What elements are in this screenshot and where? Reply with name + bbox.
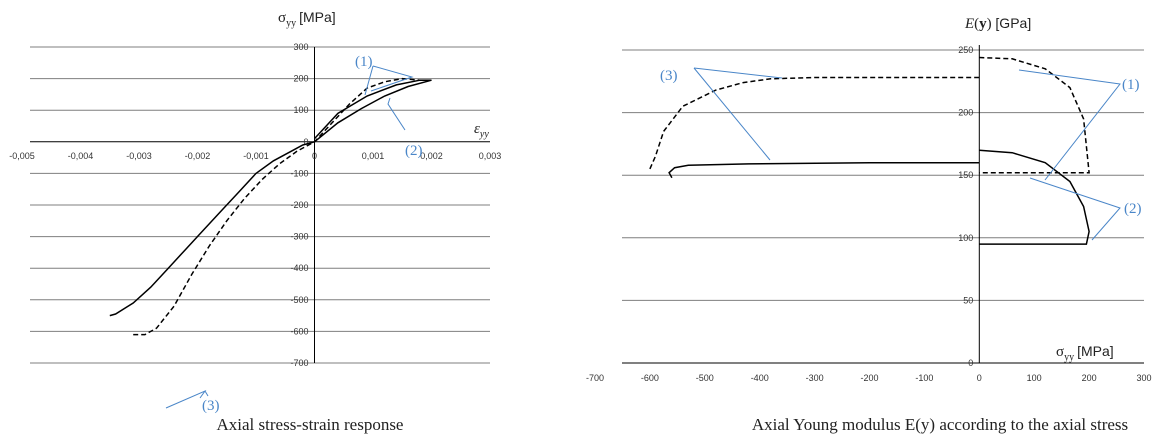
right-y-axis-title: E(y) [GPa]: [964, 15, 1031, 32]
left-annotation-1-leader-tail: [364, 65, 374, 96]
right-annotation-2: (2): [1124, 201, 1142, 217]
right-y-axis-symbol: E: [964, 16, 974, 32]
right-x-tick-label: -600: [641, 373, 659, 383]
left-gridlines: [30, 46, 490, 364]
left-series-solid: [109, 79, 432, 317]
left-y-tick-labels: 300 200 100 0 -100 -200 -300 -400 -500 -600 -700: [290, 42, 308, 368]
right-annotation-3-leader-b: [693, 67, 783, 79]
left-annotation-3-leader-b: [204, 390, 209, 397]
left-x-tick-label: -0,004: [68, 151, 94, 161]
right-x-tick-label: -200: [860, 373, 878, 383]
right-y-tick-label: 250: [958, 45, 973, 55]
left-y-tick-label: 0: [303, 137, 308, 147]
left-y-tick-label: -400: [290, 263, 308, 273]
right-x-tick-label: 100: [1027, 373, 1042, 383]
left-x-tick-label: -0,001: [243, 151, 269, 161]
left-y-tick-label: -300: [290, 232, 308, 242]
right-annotation-3-leader: [693, 67, 771, 161]
left-annotation-2-leader: [387, 97, 406, 131]
right-y-tick-label: 0: [968, 358, 973, 368]
right-x-tick-labels: -700 -600 -500 -400 -300 -200 -100 0 100 200 300: [586, 373, 1152, 383]
right-caption: Axial Young modulus E(y) according to th…: [751, 415, 1129, 434]
left-x-tick-label: -0,002: [185, 151, 211, 161]
left-x-tick-label: -0,005: [9, 151, 35, 161]
right-x-tick-label: -500: [696, 373, 714, 383]
left-x-tick-label: 0,003: [479, 151, 502, 161]
right-x-axis-unit: [MPa]: [1077, 343, 1114, 359]
right-series-dashed-branch-right: [979, 56, 1090, 174]
left-annotation-1-leader: [370, 65, 414, 92]
left-y-axis-unit: [MPa]: [299, 9, 336, 25]
right-x-tick-label: -400: [751, 373, 769, 383]
right-annotation-3: (3): [660, 68, 678, 84]
right-y-axis-unit: [GPa]: [995, 15, 1031, 31]
left-y-tick-label: 100: [293, 105, 308, 115]
left-y-axis-title: σyy [MPa]: [278, 9, 336, 29]
right-x-axis-symbol: σ: [1056, 344, 1064, 360]
right-annotation-1-leader: [1018, 69, 1121, 181]
left-y-tick-label: 300: [293, 42, 308, 52]
right-chart: 250 200 150 100 50 0 -700 -600 -500 -400 -300 -200…: [586, 15, 1152, 383]
left-series-dashed: [133, 77, 420, 336]
left-annotation-3: (3): [202, 398, 220, 414]
left-y-axis-symbol: σ: [278, 10, 286, 26]
left-x-tick-label: 0: [312, 151, 317, 161]
right-y-tick-labels: 250 200 150 100 50 0: [958, 45, 973, 368]
right-y-tick-label: 100: [958, 233, 973, 243]
right-x-axis-subscript: yy: [1064, 352, 1074, 363]
left-x-tick-label: -0,003: [126, 151, 152, 161]
left-y-tick-label: -100: [290, 168, 308, 178]
right-series-dashed-branch-left: [649, 76, 980, 170]
left-y-tick-label: -500: [290, 295, 308, 305]
left-caption: Axial stress-strain response: [216, 415, 404, 434]
right-series-solid-branch-left: [668, 161, 980, 179]
right-y-tick-label: 200: [958, 108, 973, 118]
right-x-axis-title: σyy [MPa]: [1056, 343, 1114, 363]
right-x-tick-label: 200: [1082, 373, 1097, 383]
right-gridlines: [622, 49, 1144, 301]
left-y-tick-label: -700: [290, 358, 308, 368]
right-x-tick-label: -700: [586, 373, 604, 383]
right-x-tick-label: 300: [1136, 373, 1151, 383]
right-x-tick-label: -300: [806, 373, 824, 383]
left-annotation-1: (1): [355, 54, 373, 70]
right-x-tick-label: -100: [915, 373, 933, 383]
left-y-tick-label: -200: [290, 200, 308, 210]
left-y-tick-label: -600: [290, 326, 308, 336]
right-annotation-2-leader: [1029, 177, 1121, 241]
left-x-tick-label: 0,002: [420, 151, 443, 161]
right-x-tick-label: 0: [977, 373, 982, 383]
left-x-axis-title: εyy: [474, 121, 489, 140]
left-y-tick-label: 200: [293, 74, 308, 84]
right-y-tick-label: 150: [958, 170, 973, 180]
left-annotation-2: (2): [405, 143, 423, 159]
left-x-tick-labels: -0,005 -0,004 -0,003 -0,002 -0,001 0 0,001 0,00…: [9, 151, 501, 161]
left-x-axis-subscript: yy: [479, 129, 489, 140]
left-annotation-3-leader: [165, 389, 207, 409]
left-x-axis-symbol: ε: [474, 121, 480, 137]
left-y-axis-subscript: yy: [286, 18, 296, 29]
left-chart: 300 200 100 0 -100 -200 -300 -400 -500 -600 -700 -…: [9, 9, 501, 414]
left-x-tick-label: 0,001: [362, 151, 385, 161]
right-y-tick-label: 50: [963, 295, 973, 305]
right-series-solid-branch-right: [979, 149, 1090, 245]
right-annotation-1: (1): [1122, 77, 1140, 93]
